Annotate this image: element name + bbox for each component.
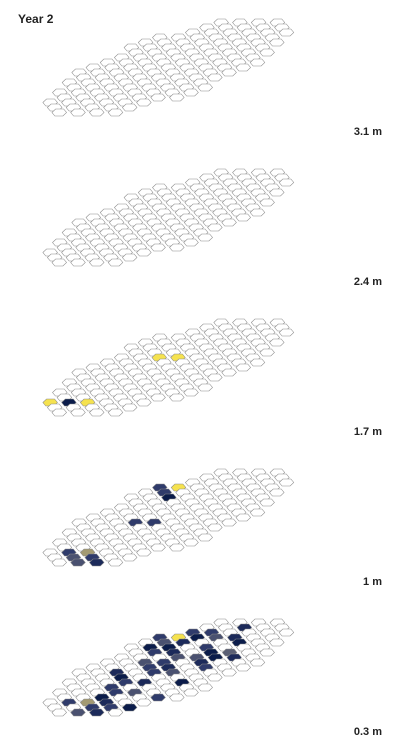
hex-cell bbox=[197, 383, 213, 392]
hex-cell bbox=[207, 73, 223, 82]
hex-cell bbox=[259, 498, 275, 507]
hex-cell bbox=[150, 393, 166, 402]
hex-cell bbox=[169, 693, 185, 702]
hex-cell bbox=[136, 98, 152, 107]
hex-layer-4 bbox=[42, 618, 295, 717]
hex-cell bbox=[51, 558, 67, 567]
hex-cell bbox=[249, 58, 266, 67]
hex-cell bbox=[278, 478, 295, 487]
hex-cell bbox=[150, 243, 166, 252]
hex-cell bbox=[70, 258, 86, 267]
hex-cell bbox=[122, 553, 138, 562]
hex-cell bbox=[249, 358, 266, 367]
hex-cell bbox=[107, 258, 124, 267]
hex-cell bbox=[136, 398, 152, 407]
hex-cell bbox=[136, 248, 152, 257]
hex-cell bbox=[51, 108, 67, 117]
hex-cell bbox=[107, 558, 124, 567]
hex-cell bbox=[259, 348, 275, 357]
hex-cell bbox=[259, 648, 275, 657]
hex-cell bbox=[183, 388, 199, 397]
hex-cell bbox=[136, 548, 152, 557]
hex-cell bbox=[150, 543, 166, 552]
depth-label: 2.4 m bbox=[354, 276, 382, 288]
hex-cell-filled bbox=[70, 708, 86, 717]
hex-cell bbox=[278, 178, 295, 187]
hex-cell bbox=[235, 63, 251, 72]
hex-layer-3 bbox=[42, 468, 295, 567]
hex-cell bbox=[278, 628, 295, 637]
hex-cell-filled bbox=[150, 693, 166, 702]
hex-layer-2 bbox=[42, 318, 295, 417]
hex-cell bbox=[89, 408, 105, 417]
hex-cell bbox=[183, 688, 199, 697]
hex-cell bbox=[89, 258, 105, 267]
hex-cell bbox=[235, 213, 251, 222]
hex-cell bbox=[221, 518, 237, 527]
hex-cell bbox=[221, 368, 237, 377]
hex-cell bbox=[183, 538, 199, 547]
depth-label: 0.3 m bbox=[354, 726, 382, 738]
hex-cell bbox=[235, 513, 251, 522]
hex-cell bbox=[269, 638, 285, 647]
hex-cell bbox=[169, 393, 185, 402]
hex-cell bbox=[221, 668, 237, 677]
hex-cell bbox=[197, 683, 213, 692]
hex-cell bbox=[207, 223, 223, 232]
hex-cell-filled bbox=[89, 708, 105, 717]
chart-title: Year 2 bbox=[18, 12, 54, 26]
hex-cell-filled bbox=[89, 558, 105, 567]
hex-cell bbox=[169, 243, 185, 252]
hex-cell-filled bbox=[70, 558, 86, 567]
hex-cell bbox=[207, 673, 223, 682]
hex-cell-filled bbox=[122, 703, 138, 712]
hex-cell bbox=[269, 338, 285, 347]
hex-cell bbox=[70, 108, 86, 117]
hex-cell bbox=[249, 208, 266, 217]
hex-cell bbox=[278, 328, 295, 337]
hex-cell bbox=[122, 403, 138, 412]
hex-cell bbox=[235, 663, 251, 672]
hex-cell bbox=[107, 408, 124, 417]
hex-cell bbox=[51, 258, 67, 267]
hex-cell bbox=[122, 103, 138, 112]
hex-cell bbox=[278, 28, 295, 37]
hex-cell bbox=[259, 198, 275, 207]
hex-cell bbox=[107, 708, 124, 717]
hex-cell bbox=[51, 408, 67, 417]
hex-cell bbox=[169, 93, 185, 102]
depth-label: 1 m bbox=[363, 576, 382, 588]
hex-cell bbox=[197, 233, 213, 242]
hex-cell bbox=[249, 658, 266, 667]
depth-label: 1.7 m bbox=[354, 426, 382, 438]
hex-cell bbox=[221, 68, 237, 77]
hex-cell bbox=[269, 188, 285, 197]
hex-cell bbox=[89, 108, 105, 117]
hex-cell bbox=[269, 488, 285, 497]
hex-cell bbox=[259, 48, 275, 57]
hex-cell bbox=[221, 218, 237, 227]
depth-label: 3.1 m bbox=[354, 126, 382, 138]
hex-cell bbox=[249, 508, 266, 517]
hex-cell bbox=[122, 253, 138, 262]
hex-cell bbox=[235, 363, 251, 372]
hex-cell bbox=[207, 373, 223, 382]
hex-cell bbox=[197, 83, 213, 92]
hex-cell bbox=[183, 88, 199, 97]
hex-cell bbox=[183, 238, 199, 247]
hex-cell bbox=[136, 698, 152, 707]
hex-layer-1 bbox=[42, 168, 295, 267]
hex-cell bbox=[269, 38, 285, 47]
hex-layer-0 bbox=[42, 18, 295, 117]
hex-cell bbox=[150, 93, 166, 102]
hex-cell bbox=[107, 108, 124, 117]
hex-cell bbox=[197, 533, 213, 542]
hex-cell bbox=[70, 408, 86, 417]
hex-cell bbox=[169, 543, 185, 552]
hex-cell bbox=[51, 708, 67, 717]
hex-cell bbox=[207, 523, 223, 532]
